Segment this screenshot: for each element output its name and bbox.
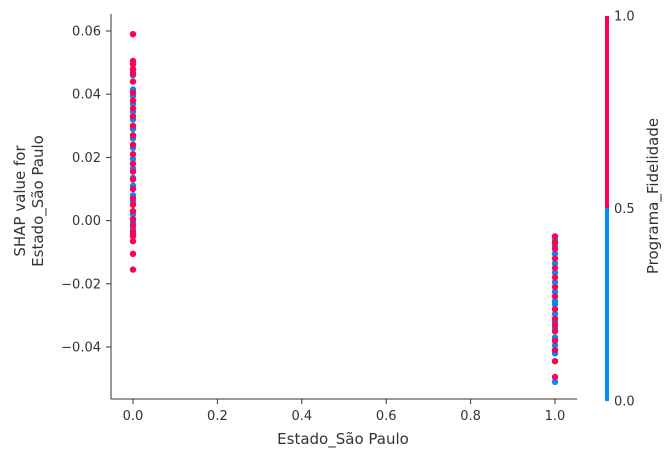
colorbar-tick-label: 0.5 (614, 202, 635, 217)
x-tick-label: 0.6 (376, 409, 397, 424)
point-high (551, 321, 559, 329)
point-high (129, 65, 137, 73)
point-high (551, 305, 559, 313)
colorbar-title: Programa_Fidelidade (644, 118, 663, 274)
point-low (551, 250, 559, 257)
point-high (129, 222, 137, 229)
x-tick-label: 0.0 (123, 409, 144, 424)
point-high (551, 233, 559, 240)
x-tick-label: 0.4 (291, 409, 312, 424)
point-high (129, 105, 137, 112)
point-low (551, 301, 559, 308)
point-high (129, 176, 137, 183)
x-axis-ticks: 0.0 0.2 0.4 0.6 0.8 1.0 (123, 399, 566, 424)
y-axis-title-line1: SHAP value for (11, 145, 29, 257)
point-low (551, 288, 559, 295)
point-high (551, 293, 559, 300)
point-high (129, 266, 137, 273)
point-low (551, 279, 559, 286)
point-high (129, 233, 137, 240)
y-tick-label: 0.04 (72, 88, 101, 103)
point-low (551, 310, 559, 317)
point-high (551, 274, 559, 281)
point-high (129, 132, 137, 139)
point-high (129, 195, 137, 202)
colorbar-tick-label: 1.0 (614, 10, 635, 25)
point-high (551, 255, 559, 262)
point-high (129, 201, 137, 208)
x-tick-label: 1.0 (545, 409, 566, 424)
point-high (551, 358, 559, 365)
point-high (129, 250, 137, 257)
y-axis-title-line2: Estado_São Paulo (29, 135, 48, 267)
point-high (551, 239, 559, 246)
point-high (129, 113, 137, 120)
y-tick-label: 0.00 (72, 214, 101, 229)
scatter-points (129, 31, 559, 385)
point-high (129, 141, 137, 148)
point-high (129, 122, 137, 129)
point-high (129, 168, 137, 175)
point-high (129, 207, 137, 215)
point-low (551, 260, 559, 267)
point-high (551, 245, 559, 253)
point-high (129, 60, 137, 68)
point-high (551, 373, 559, 381)
x-axis-title: Estado_São Paulo (277, 430, 409, 449)
point-low (129, 155, 137, 163)
point-low (551, 378, 559, 385)
point-high (129, 89, 137, 96)
point-high (129, 97, 137, 104)
y-axis-ticks: 0.06 0.04 0.02 0.00 −0.02 −0.04 (61, 25, 111, 356)
x-tick-label: 0.2 (207, 409, 228, 424)
point-high (551, 337, 559, 344)
point-low (551, 269, 559, 276)
point-low (551, 342, 559, 349)
point-high (551, 347, 559, 354)
point-high (129, 151, 137, 158)
colorbar-high (605, 16, 609, 208)
point-high (129, 70, 137, 77)
y-tick-label: −0.04 (61, 341, 101, 356)
point-high (551, 328, 559, 335)
x-tick-label: 0.8 (460, 409, 481, 424)
colorbar-low (605, 208, 609, 401)
point-high (129, 160, 137, 167)
point-high (129, 237, 137, 245)
point-high (129, 185, 137, 193)
point-high (129, 228, 137, 235)
colorbar-tick-label: 0.0 (614, 395, 635, 410)
y-tick-label: 0.06 (72, 25, 101, 40)
point-high (551, 315, 559, 322)
point-high (551, 283, 559, 291)
y-tick-label: 0.02 (72, 151, 101, 166)
point-high (129, 31, 137, 38)
point-high (129, 215, 137, 223)
point-high (129, 78, 137, 85)
point-high (551, 264, 559, 272)
y-tick-label: −0.02 (61, 277, 101, 292)
colorbar-ticks: 1.0 0.5 0.0 (614, 10, 635, 410)
